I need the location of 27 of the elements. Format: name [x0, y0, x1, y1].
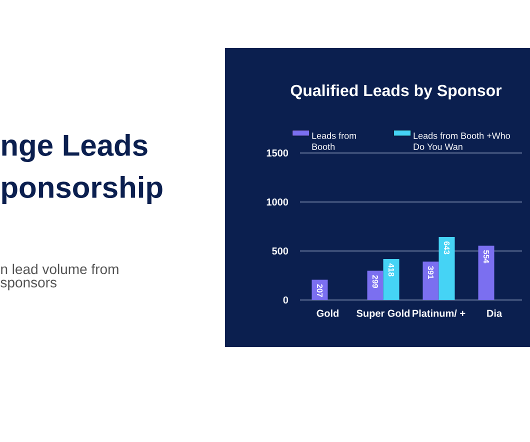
data-label: 554 [483, 250, 490, 264]
data-label: 207 [316, 284, 323, 297]
text: n lead volume from [1, 264, 118, 274]
data-label: 391 [428, 266, 434, 279]
bar [367, 270, 384, 300]
x-tick-label: Platinum/ + [412, 310, 466, 317]
data-label: 299 [372, 275, 378, 288]
bar [422, 262, 439, 300]
x-tick-label: Super Gold [356, 310, 410, 319]
text: nge Leads [2, 134, 148, 162]
chart-title: Qualified Leads by Sponsor [290, 84, 502, 100]
bar [478, 246, 494, 300]
y-tick-label: 0 [283, 296, 288, 304]
data-label: 418 [388, 263, 394, 276]
text: ponsorship [2, 176, 162, 204]
x-tick-label: Gold [316, 310, 338, 317]
x-tick-label: Dia [487, 310, 502, 317]
y-tick-label: 500 [272, 247, 288, 255]
legend-label: Leads from Booth [312, 132, 356, 150]
text: sponsors [0, 280, 56, 290]
bar [383, 259, 400, 300]
legend-label: Leads from Booth +Who Do You Wan [414, 132, 510, 150]
y-tick-label: 1000 [266, 198, 288, 206]
y-tick-label: 1500 [266, 149, 288, 157]
data-label: 643 [444, 241, 450, 254]
bar [312, 280, 328, 300]
bar [438, 236, 455, 300]
